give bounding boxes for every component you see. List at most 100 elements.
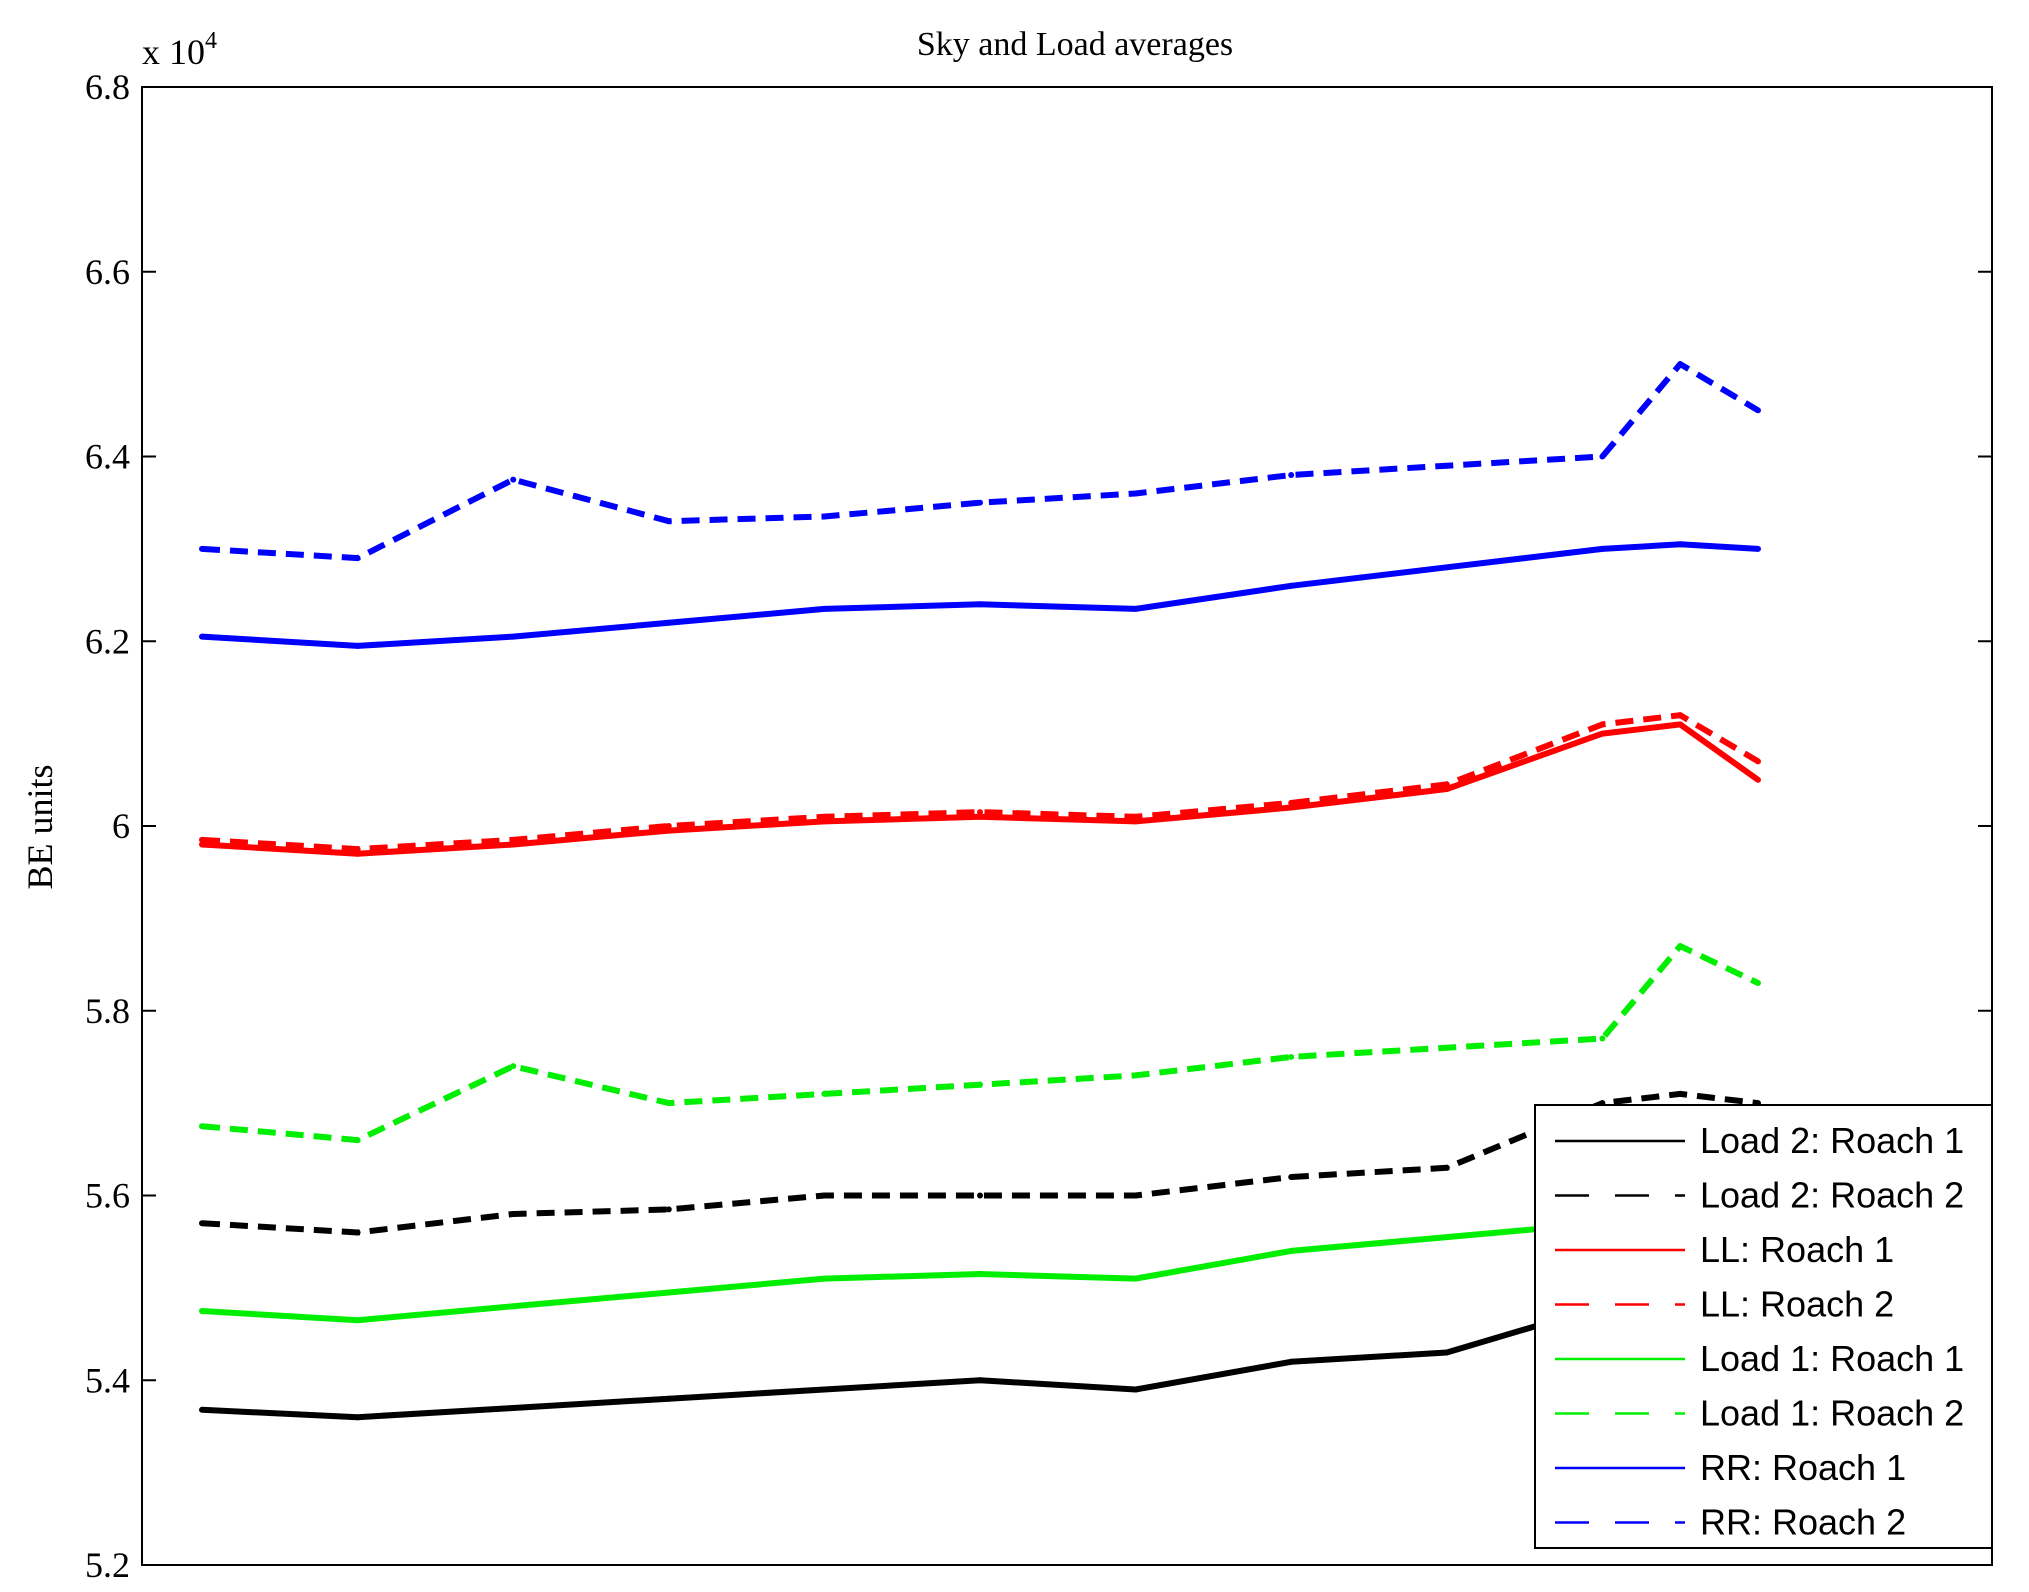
series-line — [201, 943, 1760, 1144]
data-point — [510, 836, 517, 843]
data-point — [199, 836, 205, 843]
legend-label: RR: Roach 2 — [1700, 1502, 1906, 1543]
legend-label: Load 2: Roach 1 — [1700, 1120, 1964, 1161]
data-point — [1288, 1247, 1295, 1254]
legend-label: RR: Roach 1 — [1700, 1447, 1906, 1488]
data-point — [1132, 818, 1139, 825]
data-point — [821, 605, 828, 612]
legend-box — [1534, 1104, 1993, 1549]
y-multiplier-text: x 10 — [142, 32, 205, 72]
data-point — [1443, 564, 1450, 571]
data-point — [1132, 1386, 1139, 1393]
data-point — [1755, 776, 1761, 783]
legend-label: LL: Roach 1 — [1700, 1229, 1894, 1270]
data-point — [821, 513, 828, 520]
data-point — [354, 555, 361, 562]
data-point — [199, 633, 205, 640]
data-point — [199, 1406, 205, 1413]
data-point — [1132, 813, 1139, 820]
data-point — [1132, 490, 1139, 497]
data-point — [977, 499, 983, 506]
data-point — [1132, 1072, 1139, 1079]
data-point — [510, 633, 517, 640]
data-point — [821, 1386, 828, 1393]
data-point — [665, 619, 672, 626]
data-point — [354, 1229, 361, 1236]
y-tick-label: 6.4 — [85, 437, 130, 477]
data-point — [1443, 781, 1450, 788]
plot-area: 5.2 5.4 5.6 5.8 6 6.2 6.4 6.6 6.8 — [85, 67, 1993, 1585]
data-point — [510, 1404, 517, 1411]
y-tick-label: 5.4 — [85, 1360, 130, 1400]
data-point — [354, 1317, 361, 1324]
data-point — [1288, 1358, 1295, 1365]
data-point — [665, 1289, 672, 1296]
data-point — [1288, 1053, 1295, 1060]
data-point — [1755, 545, 1761, 552]
data-point — [977, 1377, 983, 1384]
data-point — [977, 601, 983, 608]
data-point — [1677, 541, 1684, 548]
data-point — [510, 1063, 517, 1070]
data-point — [977, 1081, 983, 1088]
series-line — [201, 712, 1760, 853]
y-tick-label: 5.8 — [85, 991, 130, 1031]
data-point — [1443, 462, 1450, 469]
plot-frame — [141, 86, 1993, 1566]
data-point — [1599, 730, 1606, 737]
data-point — [1599, 545, 1606, 552]
data-point — [665, 518, 672, 525]
legend-label: Load 2: Roach 2 — [1700, 1175, 1964, 1216]
legend-label: Load 1: Roach 2 — [1700, 1393, 1964, 1434]
data-point — [199, 1307, 205, 1314]
data-point — [199, 1220, 205, 1227]
series-line — [201, 1090, 1759, 1236]
data-point — [1288, 799, 1295, 806]
y-axis: 5.2 5.4 5.6 5.8 6 6.2 6.4 6.6 6.8 — [85, 67, 1992, 1585]
data-point — [1288, 1174, 1295, 1181]
data-point — [1677, 361, 1684, 368]
series-line — [201, 721, 1760, 857]
data-point — [821, 813, 828, 820]
legend-label: Load 1: Roach 1 — [1700, 1338, 1964, 1379]
data-point — [977, 813, 983, 820]
legend-label: LL: Roach 2 — [1700, 1284, 1894, 1325]
data-point — [199, 1123, 205, 1130]
data-point — [1288, 804, 1295, 811]
y-tick-label: 5.2 — [85, 1545, 130, 1585]
y-multiplier: x 104 — [142, 28, 217, 72]
data-point — [1599, 453, 1606, 460]
data-point — [665, 1395, 672, 1402]
chart-title: Sky and Load averages — [917, 26, 1233, 63]
data-point — [1599, 721, 1606, 728]
data-point — [1443, 1044, 1450, 1051]
data-point — [1755, 758, 1761, 765]
data-point — [1443, 1234, 1450, 1241]
data-point — [665, 823, 672, 829]
data-point — [1677, 712, 1684, 719]
data-point — [1443, 1164, 1450, 1171]
data-point — [977, 1271, 983, 1278]
data-point — [977, 1192, 983, 1199]
data-point — [354, 850, 361, 857]
y-tick-label: 6.8 — [85, 67, 130, 107]
data-point — [1677, 1090, 1684, 1097]
series-line — [201, 541, 1759, 649]
data-point — [1755, 407, 1761, 414]
data-point — [821, 1275, 828, 1282]
data-point — [1599, 1035, 1606, 1042]
data-point — [821, 1090, 828, 1097]
data-point — [354, 1137, 361, 1144]
series-line — [201, 361, 1760, 562]
y-tick-label: 5.6 — [85, 1176, 130, 1216]
data-point — [354, 1414, 361, 1421]
data-point — [1132, 1275, 1139, 1282]
data-point — [1677, 943, 1684, 950]
data-point — [665, 1206, 672, 1213]
data-point — [821, 1192, 828, 1199]
data-point — [1288, 471, 1295, 478]
y-multiplier-exponent: 4 — [205, 28, 217, 54]
data-point — [1288, 582, 1295, 589]
data-point — [1132, 605, 1139, 612]
